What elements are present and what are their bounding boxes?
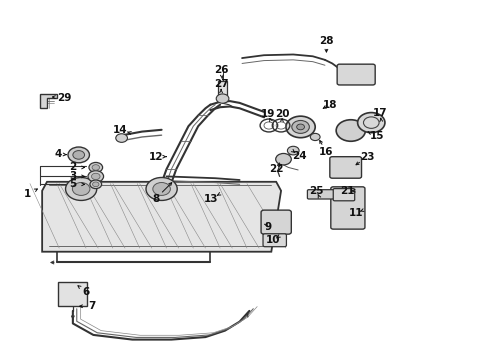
Circle shape xyxy=(68,147,89,163)
FancyBboxPatch shape xyxy=(307,190,333,199)
Text: 6: 6 xyxy=(82,287,89,297)
Circle shape xyxy=(310,134,320,140)
Text: 17: 17 xyxy=(372,108,386,118)
Text: 19: 19 xyxy=(260,109,275,119)
Text: 13: 13 xyxy=(203,194,218,204)
Text: 26: 26 xyxy=(213,64,228,75)
Circle shape xyxy=(285,116,315,138)
Circle shape xyxy=(72,183,90,195)
Text: 11: 11 xyxy=(348,208,362,218)
Text: 16: 16 xyxy=(319,147,333,157)
Circle shape xyxy=(357,113,384,133)
FancyBboxPatch shape xyxy=(336,64,374,85)
FancyBboxPatch shape xyxy=(329,157,361,178)
Circle shape xyxy=(153,183,170,195)
Circle shape xyxy=(92,165,100,170)
Text: 5: 5 xyxy=(69,179,76,189)
Circle shape xyxy=(335,120,365,141)
Circle shape xyxy=(296,124,304,130)
Text: 14: 14 xyxy=(113,125,127,135)
Circle shape xyxy=(90,180,102,189)
Circle shape xyxy=(73,150,84,159)
Bar xyxy=(218,81,226,95)
FancyBboxPatch shape xyxy=(330,187,364,229)
Text: 15: 15 xyxy=(369,131,384,141)
Text: 9: 9 xyxy=(264,222,271,232)
Text: 7: 7 xyxy=(88,301,96,311)
Text: 24: 24 xyxy=(291,150,306,161)
Text: 28: 28 xyxy=(319,36,333,46)
Text: 21: 21 xyxy=(340,186,354,197)
Circle shape xyxy=(88,171,103,182)
Bar xyxy=(58,282,86,306)
Text: 27: 27 xyxy=(213,79,228,89)
Text: 2: 2 xyxy=(69,162,76,172)
Text: 4: 4 xyxy=(55,149,62,159)
Text: 20: 20 xyxy=(275,109,289,119)
Circle shape xyxy=(92,182,99,187)
Polygon shape xyxy=(40,94,57,108)
Circle shape xyxy=(116,134,127,142)
Text: 25: 25 xyxy=(309,186,323,197)
Circle shape xyxy=(91,173,100,180)
Text: 29: 29 xyxy=(57,93,71,103)
Circle shape xyxy=(291,121,309,134)
Circle shape xyxy=(146,177,177,201)
FancyBboxPatch shape xyxy=(332,189,354,201)
Text: 23: 23 xyxy=(359,152,374,162)
Text: 8: 8 xyxy=(152,194,159,204)
Text: 12: 12 xyxy=(148,152,163,162)
Circle shape xyxy=(275,153,291,165)
FancyBboxPatch shape xyxy=(263,234,286,247)
Polygon shape xyxy=(42,182,281,252)
Circle shape xyxy=(287,146,299,155)
Text: 18: 18 xyxy=(322,100,336,110)
Circle shape xyxy=(65,177,97,201)
Text: 3: 3 xyxy=(69,171,76,181)
Circle shape xyxy=(89,162,102,172)
Text: 10: 10 xyxy=(265,235,280,245)
Text: 1: 1 xyxy=(24,189,31,199)
FancyBboxPatch shape xyxy=(261,210,291,234)
Text: 22: 22 xyxy=(268,164,283,174)
Circle shape xyxy=(216,94,228,103)
